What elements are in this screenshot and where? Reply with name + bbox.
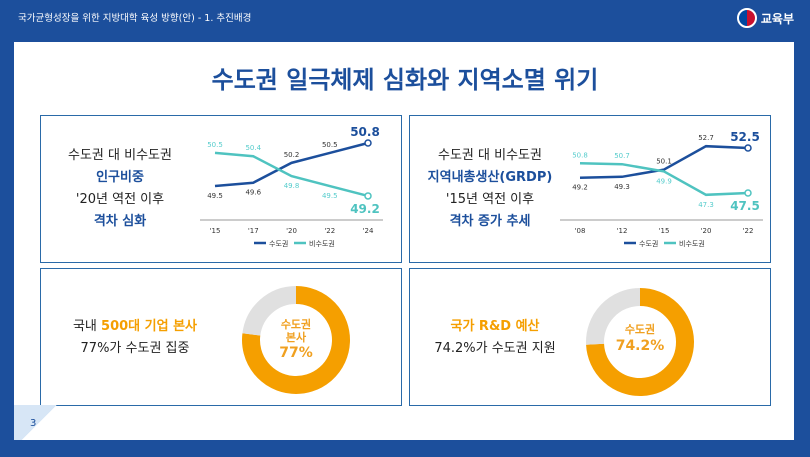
grdp-chart: '08 '12 '15 '20 '22 49.2 49.3 50.1 52.7 52.5 수도권 50… (560, 130, 763, 248)
donut-slice-1 (586, 288, 641, 345)
data-label: 50.4 (245, 144, 261, 152)
legend-label: 수도권 (269, 240, 288, 248)
end-value-label: 50.8 (350, 125, 380, 139)
donut1-l1: 수도권 (280, 318, 312, 331)
x-tick-label: '24 (363, 227, 374, 235)
donut1-l2: 본사 (285, 331, 307, 344)
end-point (364, 139, 372, 147)
data-label: 49.9 (656, 177, 672, 185)
card2-line2: 지역내총생산(GRDP) (427, 170, 553, 185)
end-point (744, 144, 752, 152)
series-line-1 (214, 151, 369, 198)
card1-line3: '20년 역전 이후 (75, 192, 165, 207)
x-tick-label: '22 (324, 227, 335, 235)
x-tick-label: '12 (617, 227, 628, 235)
companies-donut (242, 286, 350, 394)
data-label: 49.3 (614, 183, 630, 191)
card4-text: 국가 R&D 예산 74.2%가 수도권 지원 (425, 316, 565, 360)
donut2-l1: 수도권 (624, 323, 656, 336)
x-tick-label: '20 (701, 227, 712, 235)
data-label: 49.6 (245, 189, 261, 197)
end-value-label: 49.2 (350, 202, 380, 216)
data-label: 52.7 (698, 134, 714, 142)
data-label: 49.8 (284, 182, 300, 190)
x-tick-label: '22 (743, 227, 754, 235)
card2-line4: 격차 증가 추세 (449, 214, 531, 229)
card2-text: 수도권 대 비수도권 지역내총생산(GRDP) '15년 역전 이후 격차 증가… (415, 145, 565, 233)
end-value-label: 52.5 (730, 130, 760, 144)
end-point (744, 189, 752, 197)
data-label: 49.5 (322, 192, 338, 200)
x-tick-label: '17 (248, 227, 259, 235)
series-line-0 (579, 144, 749, 179)
card1-text: 수도권 대 비수도권 인구비중 '20년 역전 이후 격차 심화 (50, 145, 190, 233)
rnd-donut (586, 288, 694, 396)
card1-line1: 수도권 대 비수도권 (68, 148, 172, 163)
data-label: 47.3 (698, 201, 714, 209)
card2-line3: '15년 역전 이후 (445, 192, 535, 207)
card3-pre: 국내 (72, 319, 102, 334)
donut1-value: 77% (279, 345, 313, 361)
page-number: 3 (30, 418, 37, 429)
donut1-label: 수도권 본사 77% (266, 318, 326, 360)
ministry-name: 교육부 (760, 11, 794, 26)
card1-line2: 인구비중 (96, 170, 144, 185)
legend-label: 비수도권 (309, 239, 335, 248)
donut-slice-0 (242, 286, 350, 394)
header-title: 국가균형성장을 위한 지방대학 육성 방향(안) - 1. 추진배경 (18, 13, 252, 24)
card3-highlight: 500대 기업 본사 (101, 319, 198, 334)
data-label: 49.2 (572, 184, 588, 192)
card1-line4: 격차 심화 (93, 214, 147, 229)
x-tick-label: '15 (659, 227, 670, 235)
donut2-label: 수도권 74.2% (605, 323, 675, 353)
data-label: 50.5 (322, 141, 338, 149)
end-value-label: 47.5 (730, 199, 760, 213)
series-line-0 (214, 141, 369, 188)
data-label: 50.1 (656, 158, 672, 166)
card4-highlight: 국가 R&D 예산 (450, 319, 540, 334)
taegeuk-emblem-icon (736, 8, 757, 28)
legend-label: 비수도권 (679, 239, 705, 248)
data-label: 50.7 (614, 152, 630, 160)
donut-slice-0 (586, 288, 694, 396)
card3-text: 국내 500대 기업 본사 77%가 수도권 집중 (50, 316, 220, 360)
x-tick-label: '20 (286, 227, 297, 235)
series-line-1 (579, 162, 749, 197)
card4-line2: 74.2%가 수도권 지원 (434, 341, 556, 356)
card-grdp (409, 115, 771, 263)
donut-slice-1 (242, 286, 297, 336)
data-label: 50.2 (284, 151, 300, 159)
legend-label: 수도권 (639, 240, 658, 248)
page-corner (14, 405, 64, 440)
population-chart: '15 '17 '20 '22 '24 49.5 49.6 50.2 50.5 50.8 수도권 50… (200, 125, 383, 248)
data-label: 49.5 (207, 192, 223, 200)
x-tick-label: '08 (575, 227, 586, 235)
data-label: 50.8 (572, 151, 588, 159)
x-tick-label: '15 (210, 227, 221, 235)
ministry-logo: 교육부 (736, 8, 794, 28)
end-point (364, 192, 372, 200)
donut2-value: 74.2% (615, 338, 665, 354)
data-label: 50.5 (207, 141, 223, 149)
card3-line2: 77%가 수도권 집중 (80, 341, 190, 356)
page-title: 수도권 일극체제 심화와 지역소멸 위기 (211, 66, 599, 94)
card2-line1: 수도권 대 비수도권 (438, 148, 542, 163)
